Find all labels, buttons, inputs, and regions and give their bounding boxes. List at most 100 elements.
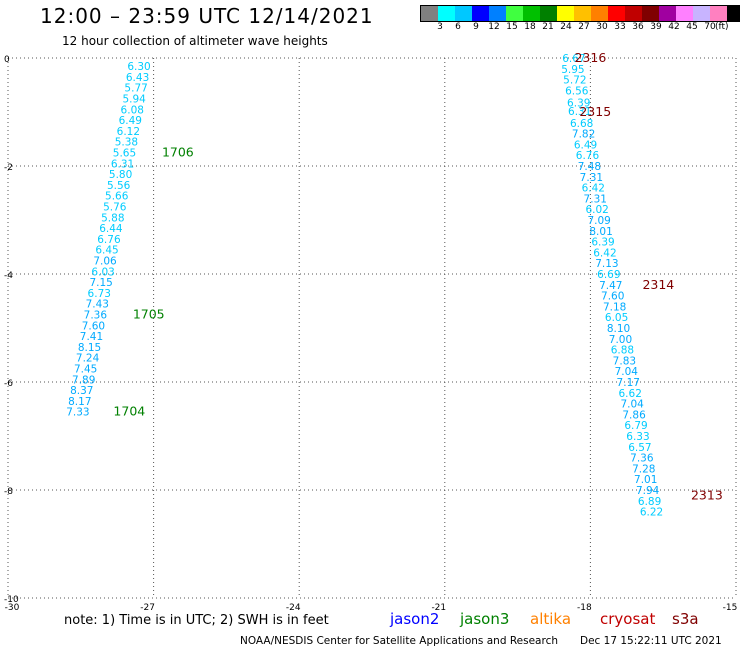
wave-height-value: 5.76 xyxy=(103,202,127,214)
wave-height-value: 6.42 xyxy=(593,247,616,259)
color-scale-label: 27 xyxy=(578,22,590,32)
wave-height-value: 6.39 xyxy=(591,237,614,249)
wave-height-value: 6.56 xyxy=(565,85,589,97)
wave-height-value: 6.43 xyxy=(126,72,149,84)
color-scale-label: 9 xyxy=(473,22,479,32)
wave-height-value: 7.83 xyxy=(613,355,636,367)
x-tick-label: -24 xyxy=(286,603,301,613)
y-tick-label: -8 xyxy=(4,487,13,497)
wave-height-value: 6.22 xyxy=(640,507,663,519)
color-scale-unit: (ft) xyxy=(715,22,729,32)
wave-height-value: 7.94 xyxy=(636,485,660,497)
wave-height-value: 6.49 xyxy=(119,115,142,127)
pass-time-label: 2314 xyxy=(642,277,674,292)
wave-height-value: 6.57 xyxy=(628,442,651,454)
wave-height-value: 6.02 xyxy=(585,204,608,216)
wave-height-value: 8.37 xyxy=(70,385,93,397)
legend-s3a: s3a xyxy=(672,610,699,628)
color-scale-label: 42 xyxy=(668,22,680,32)
page-title: 12:00 – 23:59 UTC 12/14/2021 xyxy=(40,4,374,28)
color-swatch xyxy=(676,6,693,21)
color-swatch xyxy=(557,6,574,21)
wave-height-value: 7.48 xyxy=(578,161,601,173)
wave-height-value: 6.45 xyxy=(95,245,118,257)
color-swatch xyxy=(591,6,608,21)
wave-height-value: 7.60 xyxy=(82,320,105,332)
pass-time-label: 2313 xyxy=(691,487,723,502)
wave-height-value: 7.43 xyxy=(86,299,109,311)
wave-height-value: 7.17 xyxy=(617,377,640,389)
wave-height-value: 6.76 xyxy=(97,234,121,246)
wave-height-value: 7.09 xyxy=(587,215,610,227)
color-swatch xyxy=(489,6,506,21)
wave-height-value: 7.00 xyxy=(609,334,632,346)
wave-height-value: 7.60 xyxy=(601,291,624,303)
wave-height-value: 6.31 xyxy=(111,158,134,170)
wave-height-value: 6.31 xyxy=(568,106,591,118)
wave-height-value: 6.62 xyxy=(619,388,642,400)
wave-height-value: 6.67 xyxy=(562,53,585,65)
color-scale-label: 33 xyxy=(614,22,626,32)
color-scale-label: 36 xyxy=(632,22,644,32)
color-scale-label: 6 xyxy=(455,22,461,32)
pass-time-label: 1706 xyxy=(162,145,194,160)
wave-height-value: 5.65 xyxy=(113,148,136,160)
legend-jason2: jason2 xyxy=(390,610,440,628)
wave-height-value: 5.80 xyxy=(109,169,132,181)
wave-height-value: 8.01 xyxy=(589,226,612,238)
color-scale-label: 18 xyxy=(524,22,536,32)
color-scale-label: 15 xyxy=(506,22,518,32)
wave-height-value: 7.41 xyxy=(80,331,103,343)
wave-height-value: 6.76 xyxy=(576,150,600,162)
pass-time-label: 1705 xyxy=(133,307,165,322)
page-subtitle: 12 hour collection of altimeter wave hei… xyxy=(62,34,328,48)
wave-height-value: 5.77 xyxy=(124,83,147,95)
wave-height-value: 6.79 xyxy=(624,420,647,432)
wave-height-value: 5.66 xyxy=(105,191,129,203)
color-swatch xyxy=(693,6,710,21)
x-tick-label: -15 xyxy=(723,603,738,613)
color-swatch xyxy=(625,6,642,21)
wave-height-value: 7.47 xyxy=(599,280,622,292)
color-swatch xyxy=(438,6,455,21)
wave-height-value: 6.03 xyxy=(91,266,114,278)
wave-height-value: 5.94 xyxy=(122,94,146,106)
color-swatch xyxy=(455,6,472,21)
color-scale-label: 39 xyxy=(650,22,662,32)
wave-height-value: 7.45 xyxy=(74,364,97,376)
y-tick-label: -6 xyxy=(4,379,13,389)
wave-height-value: 7.36 xyxy=(84,310,108,322)
legend-altika: altika xyxy=(530,610,572,628)
color-swatch xyxy=(506,6,523,21)
wave-height-value: 7.04 xyxy=(615,366,639,378)
color-swatch xyxy=(608,6,625,21)
credit-text: NOAA/NESDIS Center for Satellite Applica… xyxy=(240,635,558,647)
y-tick-label: -2 xyxy=(4,163,13,173)
color-scale-label: 24 xyxy=(560,22,572,32)
wave-height-value: 6.89 xyxy=(638,496,661,508)
wave-height-value: 6.12 xyxy=(117,126,140,138)
wave-height-value: 8.15 xyxy=(78,342,101,354)
color-swatch xyxy=(540,6,557,21)
color-swatch xyxy=(659,6,676,21)
x-tick-label: -21 xyxy=(431,603,446,613)
wave-height-value: 5.72 xyxy=(563,75,586,87)
wave-height-value: 7.36 xyxy=(630,453,654,465)
color-scale-label: 70 xyxy=(704,22,716,32)
pass-time-label: 2316 xyxy=(574,50,606,65)
x-tick-label: -30 xyxy=(5,603,20,613)
wave-height-value: 8.10 xyxy=(607,323,630,335)
wave-height-value: 6.33 xyxy=(626,431,649,443)
y-tick-label: 0 xyxy=(4,55,10,65)
wave-height-value: 7.31 xyxy=(580,172,603,184)
x-tick-label: -18 xyxy=(577,603,592,613)
wave-height-value: 8.17 xyxy=(68,396,91,408)
wave-height-value: 7.82 xyxy=(572,129,595,141)
color-swatch xyxy=(710,6,727,21)
wave-height-value: 6.42 xyxy=(582,183,605,195)
wave-height-value: 5.56 xyxy=(107,180,131,192)
legend-cryosat: cryosat xyxy=(600,610,656,628)
legend-jason3: jason3 xyxy=(460,610,510,628)
wave-height-value: 7.18 xyxy=(603,301,626,313)
